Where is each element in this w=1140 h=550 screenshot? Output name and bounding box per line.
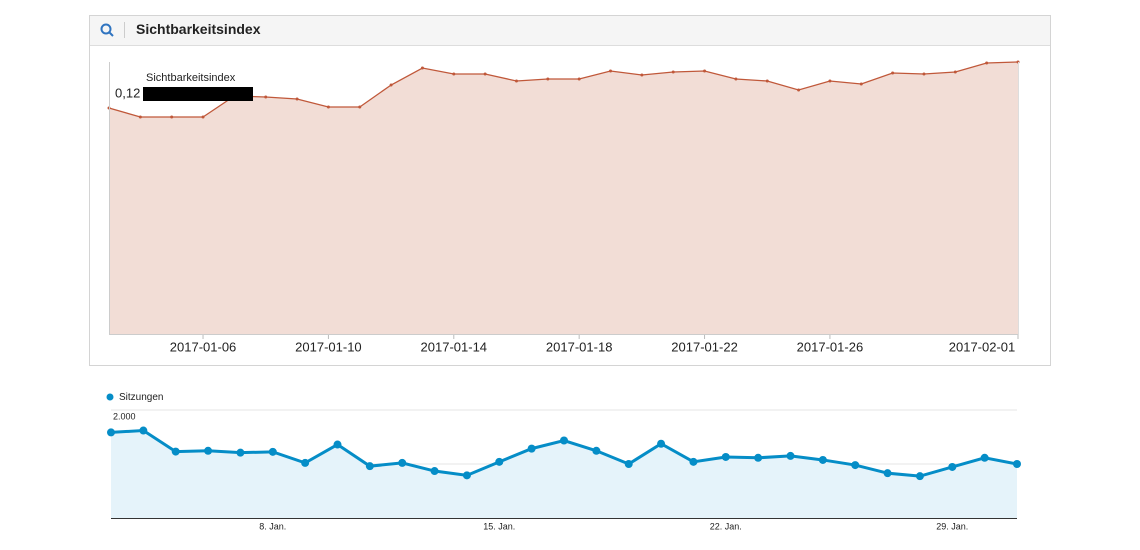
point — [204, 446, 213, 455]
panel-title: Sichtbarkeitsindex — [136, 21, 261, 37]
point — [1013, 460, 1021, 468]
point — [883, 469, 892, 478]
point — [786, 451, 795, 460]
point — [483, 72, 487, 76]
point — [236, 448, 245, 457]
point — [138, 115, 142, 119]
point — [985, 61, 989, 65]
point — [624, 460, 633, 468]
point — [592, 446, 601, 455]
point — [721, 452, 730, 461]
point — [922, 72, 926, 76]
panel-header — [90, 16, 1050, 45]
point — [689, 457, 698, 466]
point — [365, 462, 374, 471]
point — [264, 95, 268, 99]
x-tick-label: 2017-01-18 — [546, 339, 613, 354]
x-tick-label: 2017-01-14 — [421, 339, 488, 354]
point — [953, 70, 957, 74]
point — [851, 461, 860, 470]
area — [111, 430, 1017, 518]
y-tick-label: 0,12 — [115, 85, 140, 100]
point — [430, 467, 439, 476]
point — [818, 455, 827, 464]
x-tick-label: 29. Jan. — [936, 521, 968, 531]
point — [527, 444, 536, 453]
point — [462, 471, 471, 480]
point — [703, 69, 707, 73]
point — [980, 453, 989, 462]
x-tick-label: 2017-01-06 — [170, 339, 237, 354]
x-tick-label: 8. Jan. — [259, 521, 286, 531]
x-tick-label: 22. Jan. — [710, 521, 742, 531]
point — [546, 77, 550, 81]
point — [333, 440, 342, 449]
y-tick-label: 2.000 — [113, 411, 136, 421]
legend-swatch — [106, 393, 114, 401]
legend-label: Sitzungen — [119, 392, 163, 403]
area — [109, 62, 1018, 334]
point — [577, 77, 581, 81]
point — [797, 88, 801, 92]
point — [754, 453, 763, 462]
point — [891, 71, 895, 75]
point — [560, 436, 568, 445]
point — [389, 83, 393, 87]
point — [609, 69, 613, 73]
x-tick-label: 15. Jan. — [483, 521, 515, 531]
point — [171, 447, 180, 456]
search-icon[interactable] — [100, 23, 114, 37]
point — [301, 458, 310, 467]
point — [765, 79, 769, 83]
point — [452, 72, 456, 76]
x-tick-label: 2017-01-26 — [797, 339, 864, 354]
x-tick-label: 2017-02-01 — [949, 339, 1016, 354]
tooltip-label: Sichtbarkeitsindex — [146, 72, 236, 84]
point — [358, 105, 362, 109]
x-tick-label: 2017-01-22 — [671, 339, 738, 354]
point — [657, 439, 666, 448]
point — [268, 447, 277, 456]
point — [420, 66, 424, 70]
point — [915, 472, 924, 481]
point — [948, 462, 957, 471]
point — [295, 97, 299, 101]
redaction — [143, 87, 253, 101]
point — [859, 82, 863, 86]
line — [108, 61, 1019, 118]
point — [326, 105, 330, 109]
point — [640, 73, 644, 77]
point — [495, 457, 504, 466]
point — [828, 79, 832, 83]
point — [107, 428, 115, 437]
point — [398, 458, 407, 467]
point — [734, 77, 738, 81]
point — [671, 70, 675, 74]
x-tick-label: 2017-01-10 — [295, 339, 362, 354]
point — [201, 115, 205, 119]
point — [139, 426, 148, 435]
point — [514, 79, 518, 83]
point — [170, 115, 174, 119]
